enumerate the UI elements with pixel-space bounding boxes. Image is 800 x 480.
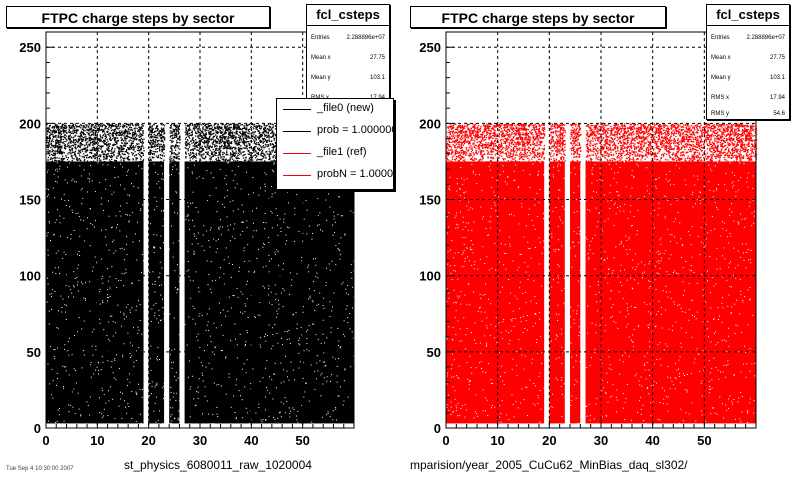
right-dense-band-2 [570,161,581,424]
right-y-tick-label-150: 150 [419,193,441,208]
right-x-tick-label-10: 10 [490,433,504,448]
right-x-tick-label-20: 20 [542,433,556,448]
right-sparse-band-3 [585,123,758,163]
right-histogram-title: FTPC charge steps by sector [410,6,666,28]
left-y-tick-label-100: 100 [19,269,41,284]
left-dense-speckle [46,161,355,425]
right-stats-row-rms-y: RMS y 54.6 [711,111,785,117]
right-x-tick-label-40: 40 [645,433,659,448]
left-x-tick-label-20: 20 [141,433,155,448]
left-y-tick-label-250: 250 [19,40,41,55]
left-sparse-band-0 [46,123,145,163]
left-dense-band-3 [184,161,354,424]
left-y-tick-label-0: 0 [34,421,41,436]
right-y-tick-label-0: 0 [434,421,441,436]
right-x-tick-label-50: 50 [697,433,711,448]
right-histogram-plot: 0 10 20 30 40 50 0 50 100 150 200 250 [419,31,758,448]
left-stats-name: fcl_csteps [307,5,389,26]
right-stats-box: fcl_csteps Entries 2.288896e+07 Mean x 27.… [706,4,790,120]
right-histogram-panel: 0 10 20 30 40 50 0 50 100 150 200 250 FTPC charge s… [400,0,800,480]
left-stats-row-mean-x: Mean x 27.75 [311,55,385,61]
left-stats-row-mean-y: Mean y 103.1 [311,75,385,81]
left-y-tick-label-50: 50 [27,345,41,360]
left-x-tick-label-30: 30 [193,433,207,448]
left-x-tick-label-0: 0 [42,433,49,448]
right-stats-row-mean-x: Mean x 27.75 [711,55,785,61]
left-histogram-panel: 0 10 20 30 40 50 0 50 100 150 200 250 FTPC charge s… [6,4,394,472]
left-dense-band-2 [169,161,180,424]
right-stats-name: fcl_csteps [707,5,789,26]
legend-entry-probn: probN = 1.000000 [277,165,393,187]
right-x-tick-label-30: 30 [594,433,608,448]
right-footer-label: mparision/year_2005_CuCu62_MinBias_daq_s… [410,458,688,472]
left-footer-label: st_physics_6080011_raw_1020004 [124,458,312,472]
right-sparse-band-1 [549,123,566,162]
left-y-tick-label-200: 200 [19,116,41,131]
left-dense-band-1 [148,161,165,424]
left-histogram-plot: 0 10 20 30 40 50 0 50 100 150 200 250 [19,31,356,448]
legend-entry-file1: _file1 (ref) [277,143,393,165]
legend-entry-file0: _file0 (new) [277,99,393,121]
left-y-tick-label-150: 150 [19,193,41,208]
right-y-tick-label-50: 50 [427,345,441,360]
right-sparse-band-2 [570,123,582,163]
right-dense-band-0 [446,161,545,424]
left-legend: _file0 (new) prob = 1.000000 _file1 (ref… [276,98,394,190]
right-dense-speckle [446,161,757,425]
left-x-tick-label-10: 10 [90,433,104,448]
left-sparse-band-2 [169,123,181,162]
right-y-tick-label-200: 200 [419,116,441,131]
right-sparse-band-0 [446,123,546,163]
right-y-tick-label-250: 250 [419,40,441,55]
right-stats-row-rms-x: RMS x 17.94 [711,95,785,101]
right-x-tick-label-0: 0 [442,433,449,448]
left-histogram-title: FTPC charge steps by sector [6,6,270,28]
left-dense-band-0 [46,161,144,424]
left-x-tick-label-50: 50 [295,433,309,448]
timestamp-label: Tue Sep 4 10:30:00 2007 [6,466,74,472]
right-dense-band-1 [549,161,565,424]
left-sparse-band-1 [148,123,166,163]
right-y-tick-label-100: 100 [419,269,441,284]
left-x-tick-label-40: 40 [244,433,258,448]
right-stats-row-mean-y: Mean y 103.1 [711,75,785,81]
left-stats-row-entries: Entries 2.288896e+07 [311,35,385,41]
right-stats-row-entries: Entries 2.288896e+07 [711,35,785,41]
left-stats-box: fcl_csteps Entries 2.288896e+07 Mean x 27.… [306,4,390,116]
legend-entry-prob: prob = 1.000000 [277,121,393,143]
